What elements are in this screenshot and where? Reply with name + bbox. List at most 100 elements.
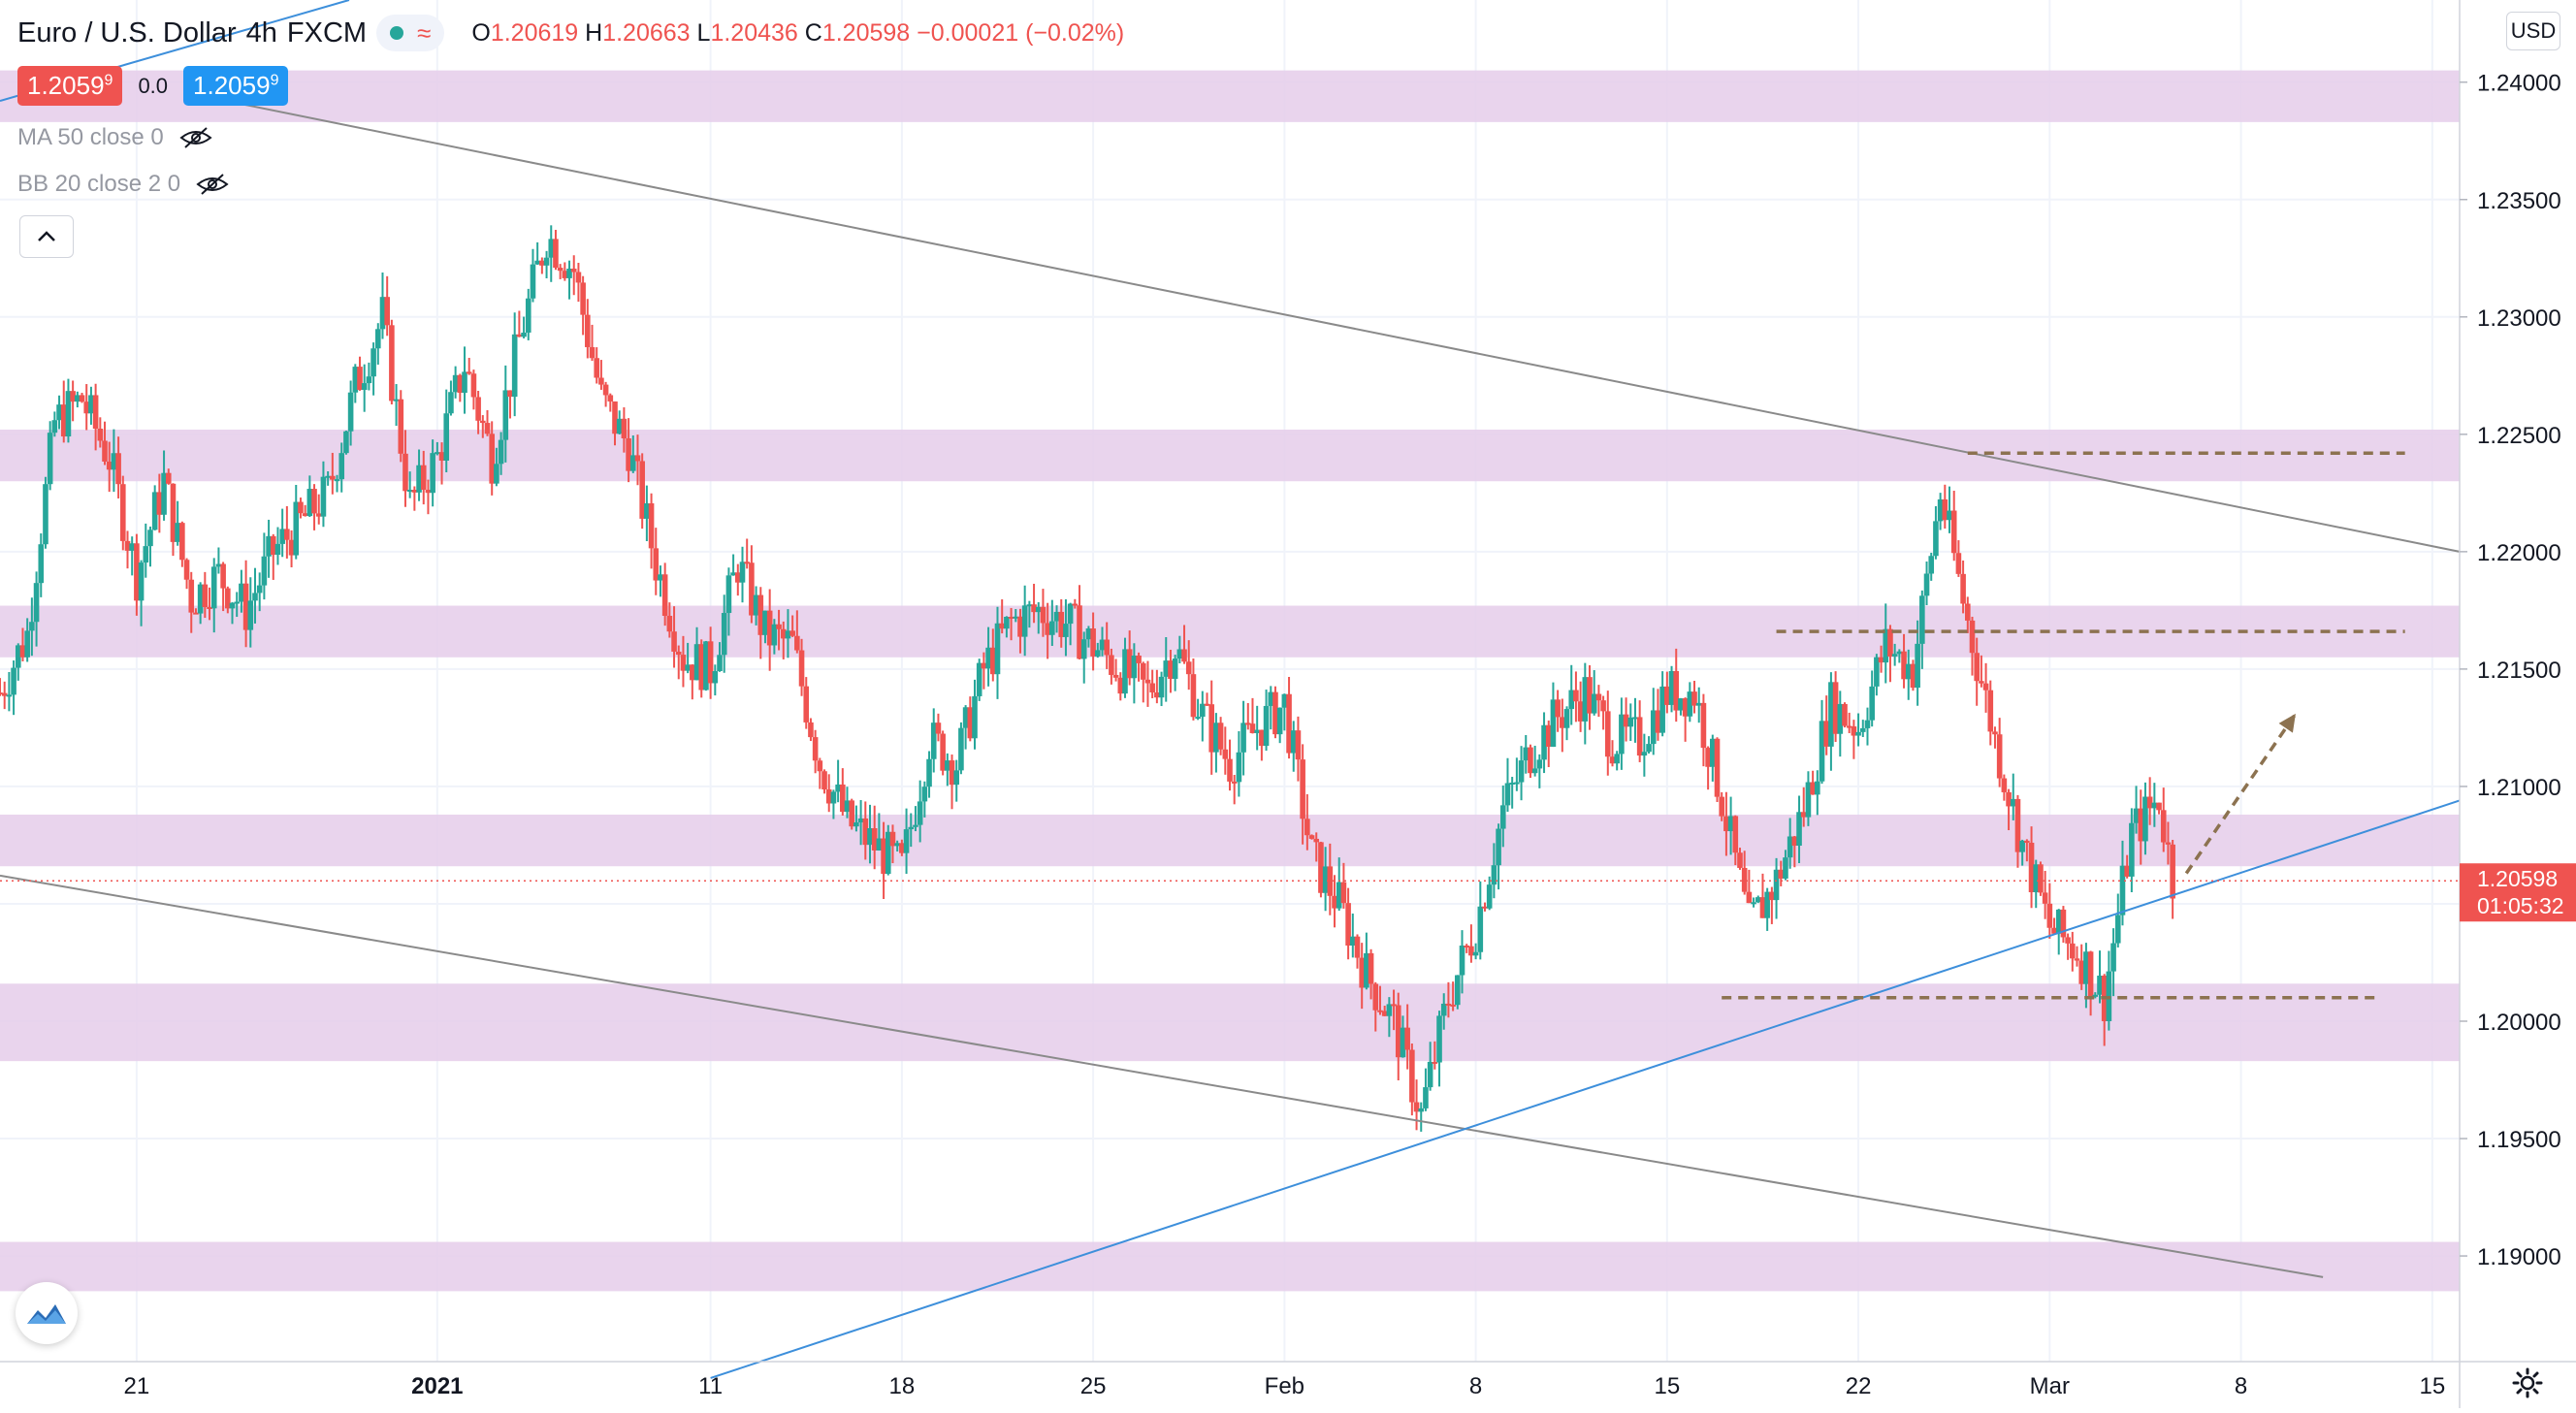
indicator-ma[interactable]: MA 50 close 0 bbox=[17, 124, 212, 151]
trendline-lower-channel bbox=[0, 874, 2324, 1278]
candle-down bbox=[562, 271, 568, 278]
candle-down bbox=[1204, 703, 1210, 706]
candle-down bbox=[242, 583, 249, 630]
candle-down bbox=[311, 489, 317, 514]
candle-down bbox=[1259, 729, 1265, 747]
settings-gear-icon[interactable] bbox=[2512, 1367, 2543, 1398]
candle-down bbox=[19, 645, 26, 658]
y-tick-label: 1.21500 bbox=[2477, 658, 2561, 684]
candle-up bbox=[1764, 891, 1770, 918]
sell-button[interactable]: 1.20599 bbox=[17, 66, 123, 106]
candle-down bbox=[389, 325, 395, 401]
market-open-icon bbox=[390, 26, 404, 40]
candle-up bbox=[962, 707, 969, 728]
candle-up bbox=[2092, 994, 2099, 997]
candle-up bbox=[1049, 621, 1055, 635]
candle-down bbox=[516, 334, 523, 337]
candle-up bbox=[161, 472, 167, 515]
candle-up bbox=[1013, 616, 1019, 619]
candle-up bbox=[29, 622, 35, 631]
candle-up bbox=[361, 383, 368, 391]
candle-down bbox=[766, 610, 773, 646]
tradingview-logo-button[interactable] bbox=[16, 1282, 78, 1344]
candle-down bbox=[2046, 903, 2053, 928]
x-tick-label: 15 bbox=[1654, 1373, 1680, 1399]
candle-up bbox=[693, 644, 700, 681]
candle-down bbox=[1391, 1004, 1397, 1007]
candle-up bbox=[1240, 723, 1246, 753]
symbol-title[interactable]: Euro / U.S. Dollar bbox=[17, 16, 237, 48]
candle-down bbox=[1878, 657, 1884, 663]
y-tick-label: 1.19500 bbox=[2477, 1127, 2561, 1153]
candle-down bbox=[188, 579, 195, 613]
candle-down bbox=[1468, 946, 1474, 956]
candle-up bbox=[1695, 702, 1702, 706]
candle-down bbox=[653, 548, 660, 581]
candle-down bbox=[1950, 510, 1957, 554]
candle-down bbox=[671, 631, 677, 652]
x-tick-label: 2021 bbox=[411, 1373, 463, 1399]
candle-down bbox=[871, 828, 878, 851]
candle-up bbox=[151, 492, 158, 530]
candle-down bbox=[1286, 693, 1292, 754]
candle-down bbox=[1623, 714, 1629, 727]
candle-up bbox=[1646, 744, 1652, 753]
trendline-upper-channel bbox=[191, 92, 2461, 553]
buy-button[interactable]: 1.20599 bbox=[183, 66, 289, 106]
candle-down bbox=[165, 472, 172, 484]
candle-down bbox=[1673, 670, 1680, 711]
candle-up bbox=[65, 391, 72, 437]
candle-up bbox=[374, 329, 381, 349]
candle-down bbox=[1800, 812, 1807, 818]
candle-down bbox=[1445, 1003, 1452, 1006]
indicator-bb[interactable]: BB 20 close 2 0 bbox=[17, 171, 229, 198]
candle-down bbox=[1227, 758, 1233, 782]
candle-up bbox=[1035, 606, 1042, 613]
candle-down bbox=[83, 401, 90, 414]
candle-up bbox=[629, 455, 636, 471]
candle-down bbox=[2124, 865, 2130, 877]
collapse-legend-button[interactable] bbox=[19, 215, 74, 258]
candle-down bbox=[1604, 711, 1611, 757]
candle-up bbox=[953, 770, 960, 786]
candle-down bbox=[899, 843, 905, 853]
market-status-pill[interactable]: ≈ bbox=[376, 15, 445, 51]
candle-up bbox=[379, 297, 386, 330]
candle-down bbox=[2070, 943, 2076, 959]
candle-down bbox=[1655, 710, 1661, 733]
candle-down bbox=[1404, 1027, 1410, 1050]
hidden-eye-icon[interactable] bbox=[196, 173, 229, 196]
candle-down bbox=[2042, 892, 2048, 904]
candle-up bbox=[1254, 729, 1260, 733]
candle-up bbox=[543, 257, 550, 266]
interval-label[interactable]: 4h bbox=[245, 16, 277, 48]
candle-down bbox=[680, 655, 687, 671]
candle-up bbox=[1928, 556, 1935, 574]
candle-up bbox=[1459, 945, 1465, 976]
candle-down bbox=[1149, 683, 1155, 693]
candle-down bbox=[480, 420, 486, 424]
candle-up bbox=[430, 453, 435, 494]
candle-down bbox=[840, 784, 846, 813]
sr-zone bbox=[0, 983, 2460, 1062]
currency-button[interactable]: USD bbox=[2506, 12, 2560, 50]
candle-up bbox=[685, 664, 691, 671]
candle-down bbox=[2006, 791, 2012, 807]
candle-up bbox=[1933, 521, 1939, 557]
candle-down bbox=[1222, 749, 1229, 759]
candle-up bbox=[306, 489, 313, 517]
candle-up bbox=[347, 392, 354, 432]
candle-up bbox=[1427, 1061, 1433, 1088]
candle-up bbox=[1883, 628, 1889, 663]
hidden-eye-icon[interactable] bbox=[179, 126, 212, 149]
candle-down bbox=[989, 647, 996, 675]
candle-down bbox=[1, 692, 8, 696]
candle-down bbox=[812, 737, 819, 761]
candle-up bbox=[753, 594, 759, 616]
candle-up bbox=[1400, 1027, 1406, 1058]
candle-up bbox=[1751, 902, 1756, 905]
candle-down bbox=[798, 650, 805, 687]
candle-up bbox=[1859, 727, 1866, 732]
